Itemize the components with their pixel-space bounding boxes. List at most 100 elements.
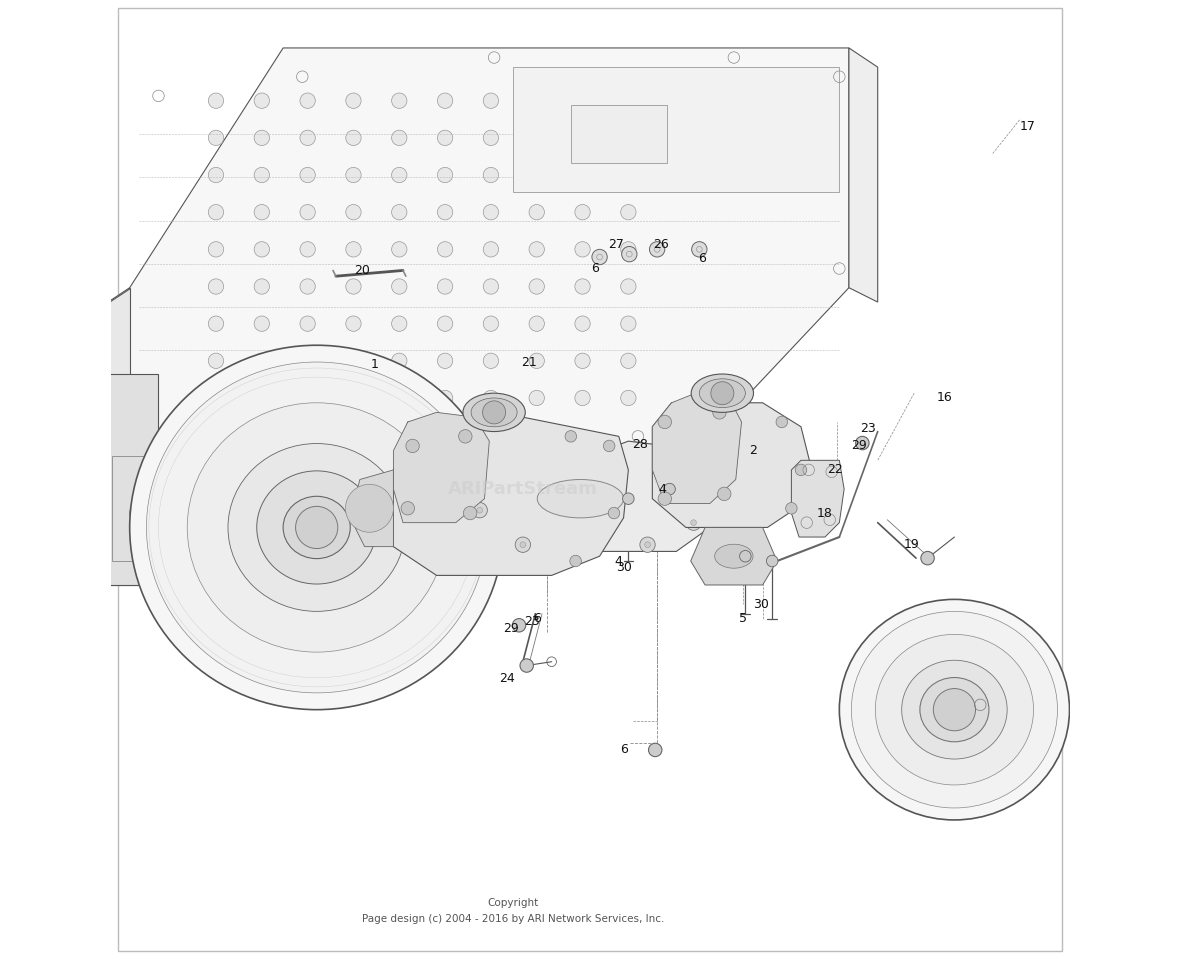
Circle shape	[717, 487, 730, 501]
Circle shape	[438, 390, 453, 406]
Circle shape	[209, 390, 224, 406]
Circle shape	[392, 167, 407, 182]
Circle shape	[575, 353, 590, 368]
Polygon shape	[393, 417, 629, 575]
Circle shape	[392, 353, 407, 368]
Text: 20: 20	[354, 264, 369, 277]
Circle shape	[484, 130, 499, 146]
Text: 30: 30	[753, 597, 768, 611]
Circle shape	[346, 279, 361, 294]
Circle shape	[254, 353, 269, 368]
Circle shape	[483, 401, 505, 424]
Circle shape	[690, 520, 696, 526]
Circle shape	[767, 555, 778, 567]
Ellipse shape	[876, 635, 1034, 784]
Circle shape	[621, 242, 636, 257]
Circle shape	[209, 242, 224, 257]
Ellipse shape	[700, 379, 746, 408]
Circle shape	[644, 542, 650, 548]
Text: Copyright: Copyright	[487, 899, 539, 908]
Circle shape	[621, 167, 636, 182]
Circle shape	[300, 279, 315, 294]
Circle shape	[459, 430, 472, 443]
Ellipse shape	[283, 497, 350, 558]
Circle shape	[622, 246, 637, 262]
Circle shape	[484, 167, 499, 182]
Circle shape	[438, 353, 453, 368]
Circle shape	[795, 464, 807, 476]
Circle shape	[392, 242, 407, 257]
Ellipse shape	[130, 345, 504, 710]
Circle shape	[650, 745, 660, 755]
Text: 22: 22	[827, 463, 843, 477]
Circle shape	[392, 204, 407, 220]
Circle shape	[254, 130, 269, 146]
Circle shape	[529, 242, 544, 257]
Circle shape	[300, 130, 315, 146]
Circle shape	[529, 167, 544, 182]
Circle shape	[621, 204, 636, 220]
Text: 26: 26	[653, 238, 669, 251]
Circle shape	[529, 390, 544, 406]
Circle shape	[529, 93, 544, 108]
Circle shape	[740, 550, 752, 562]
Circle shape	[621, 93, 636, 108]
Polygon shape	[653, 403, 811, 527]
Circle shape	[575, 316, 590, 332]
Circle shape	[529, 316, 544, 332]
Text: 24: 24	[499, 671, 514, 685]
Circle shape	[346, 93, 361, 108]
Circle shape	[254, 279, 269, 294]
Circle shape	[592, 249, 608, 265]
Circle shape	[209, 353, 224, 368]
Circle shape	[477, 507, 483, 513]
Text: 4: 4	[615, 554, 623, 568]
Text: 1: 1	[371, 358, 378, 371]
Polygon shape	[101, 288, 206, 585]
Circle shape	[484, 279, 499, 294]
Circle shape	[392, 130, 407, 146]
Circle shape	[406, 439, 419, 453]
Text: 6: 6	[620, 743, 628, 757]
Circle shape	[575, 279, 590, 294]
Polygon shape	[393, 412, 490, 523]
Circle shape	[300, 204, 315, 220]
Circle shape	[300, 242, 315, 257]
Circle shape	[484, 93, 499, 108]
Circle shape	[254, 390, 269, 406]
Circle shape	[438, 93, 453, 108]
Ellipse shape	[146, 363, 487, 692]
Ellipse shape	[902, 660, 1008, 760]
Circle shape	[438, 130, 453, 146]
Text: 28: 28	[632, 437, 648, 451]
Circle shape	[529, 353, 544, 368]
Circle shape	[209, 204, 224, 220]
Circle shape	[621, 390, 636, 406]
Circle shape	[438, 167, 453, 182]
Circle shape	[346, 167, 361, 182]
Text: 6: 6	[699, 252, 706, 266]
Circle shape	[856, 436, 868, 450]
Text: 17: 17	[1020, 120, 1035, 133]
Text: 18: 18	[817, 506, 833, 520]
Circle shape	[529, 130, 544, 146]
Circle shape	[472, 503, 487, 518]
Text: 4: 4	[658, 482, 666, 496]
Polygon shape	[792, 460, 844, 537]
Circle shape	[484, 390, 499, 406]
Text: 30: 30	[616, 561, 631, 574]
Circle shape	[346, 353, 361, 368]
Circle shape	[464, 506, 477, 520]
Circle shape	[649, 743, 662, 757]
Circle shape	[346, 484, 393, 532]
Ellipse shape	[257, 471, 376, 584]
Text: 19: 19	[904, 538, 919, 551]
Circle shape	[209, 279, 224, 294]
Circle shape	[691, 242, 707, 257]
Text: 23: 23	[525, 615, 540, 628]
Circle shape	[438, 316, 453, 332]
Circle shape	[401, 502, 414, 515]
Circle shape	[686, 515, 701, 530]
Text: 6: 6	[591, 262, 598, 275]
Circle shape	[392, 93, 407, 108]
